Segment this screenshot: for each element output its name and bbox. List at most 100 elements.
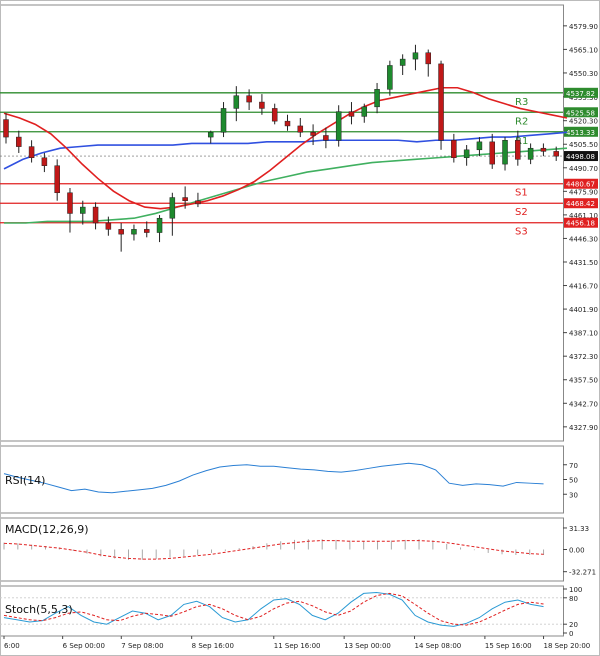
moving-average-blue bbox=[3, 131, 568, 170]
time-tick-label: 8 Sep 16:00 bbox=[192, 642, 234, 650]
time-tick-label: 13 Sep 00:00 bbox=[344, 642, 391, 650]
level-label-s1: S1 bbox=[515, 188, 528, 199]
candle-body bbox=[553, 151, 559, 157]
candle-body bbox=[438, 63, 444, 141]
panel-frame-2 bbox=[0, 517, 564, 582]
price-tick-label: 4505.50 bbox=[569, 141, 598, 149]
level-badge-s1 bbox=[564, 178, 598, 189]
level-badge-r1 bbox=[564, 126, 598, 137]
macd-signal-line bbox=[3, 540, 544, 560]
level-badge-value: 4480.67 bbox=[566, 181, 595, 189]
candle-body bbox=[16, 136, 22, 147]
candle-body bbox=[284, 120, 291, 127]
candle-body bbox=[105, 222, 112, 230]
time-tick-label: 11 Sep 16:00 bbox=[274, 642, 321, 650]
candle-body bbox=[118, 229, 124, 235]
panel-frame-1 bbox=[0, 445, 564, 514]
price-tick-label: 4579.90 bbox=[569, 23, 598, 31]
level-label-s2: S2 bbox=[515, 207, 528, 218]
rsi-tick-label: 50 bbox=[569, 477, 578, 485]
time-tick-label: 6:00 bbox=[4, 642, 20, 650]
candle-body bbox=[425, 52, 431, 65]
level-badge-s2 bbox=[564, 198, 598, 209]
candle-body bbox=[195, 200, 201, 205]
price-tick-label: 4461.10 bbox=[569, 212, 598, 220]
last-price-value: 4498.08 bbox=[566, 153, 595, 161]
last-price-badge bbox=[564, 151, 598, 162]
stoch-tick-label: 80 bbox=[569, 595, 578, 603]
price-tick-label: 4431.50 bbox=[569, 259, 598, 267]
stoch-d-line bbox=[3, 592, 544, 626]
candle-body bbox=[28, 146, 35, 159]
time-tick-label: 14 Sep 08:00 bbox=[415, 642, 462, 650]
candle-body bbox=[41, 157, 48, 166]
time-tick-label: 6 Sep 00:00 bbox=[63, 642, 105, 650]
level-badge-value: 4537.82 bbox=[566, 90, 595, 98]
time-tick-label: 18 Sep 20:00 bbox=[544, 642, 591, 650]
level-badge-r3 bbox=[564, 87, 598, 98]
candle-body bbox=[348, 111, 355, 117]
candle-body bbox=[476, 141, 483, 151]
candle-body bbox=[156, 217, 163, 233]
stoch-label: Stoch(5,5,3) bbox=[5, 603, 73, 616]
candle-body bbox=[259, 101, 265, 109]
rsi-label: RSI(14) bbox=[5, 474, 45, 487]
time-tick-label: 15 Sep 16:00 bbox=[485, 642, 532, 650]
candle-body bbox=[144, 229, 150, 233]
stoch-tick-label: 100 bbox=[569, 586, 582, 594]
candle-body bbox=[527, 147, 534, 160]
price-tick-label: 4327.90 bbox=[569, 424, 598, 432]
price-tick-label: 4401.90 bbox=[569, 306, 598, 314]
candle-body bbox=[207, 132, 214, 138]
candle-body bbox=[540, 147, 547, 152]
candle-body bbox=[297, 125, 304, 133]
candle-body bbox=[131, 229, 137, 235]
stoch-tick-label: 0 bbox=[569, 630, 573, 638]
candle-body bbox=[323, 135, 329, 141]
panel-frame-3 bbox=[0, 585, 564, 637]
stoch-tick-label: 20 bbox=[569, 621, 578, 629]
macd-tick-label: -32.271 bbox=[569, 569, 596, 577]
price-tick-label: 4550.30 bbox=[569, 70, 598, 78]
macd-label: MACD(12,26,9) bbox=[5, 523, 89, 536]
candle-body bbox=[412, 52, 419, 60]
candle-body bbox=[54, 165, 60, 194]
price-tick-label: 4416.70 bbox=[569, 283, 598, 291]
candle-body bbox=[310, 132, 316, 136]
rsi-tick-label: 70 bbox=[569, 462, 578, 470]
candle-body bbox=[182, 197, 188, 201]
candle-body bbox=[515, 140, 521, 160]
level-label-r3: R3 bbox=[515, 97, 528, 108]
price-tick-label: 4520.30 bbox=[569, 118, 598, 126]
candle-body bbox=[361, 106, 368, 117]
price-tick-label: 4475.90 bbox=[569, 188, 598, 196]
moving-average-red bbox=[3, 86, 568, 210]
price-tick-label: 4342.70 bbox=[569, 400, 598, 408]
price-tick-label: 4372.30 bbox=[569, 353, 598, 361]
rsi-line bbox=[3, 462, 544, 494]
candle-body bbox=[67, 192, 73, 214]
macd-tick-label: 0.00 bbox=[569, 547, 585, 555]
price-tick-label: 4446.30 bbox=[569, 235, 598, 243]
candle-body bbox=[502, 140, 508, 165]
stoch-k-line bbox=[3, 592, 544, 627]
candle-body bbox=[489, 141, 495, 165]
candle-body bbox=[220, 108, 227, 133]
level-badge-value: 4513.33 bbox=[566, 129, 595, 137]
time-tick-label: 7 Sep 08:00 bbox=[121, 642, 163, 650]
level-badge-value: 4525.58 bbox=[566, 109, 595, 117]
candle-body bbox=[92, 206, 99, 224]
price-tick-label: 4387.10 bbox=[569, 330, 598, 338]
candle-body bbox=[246, 95, 252, 103]
level-badge-r2 bbox=[564, 107, 598, 118]
price-tick-label: 4535.30 bbox=[569, 94, 598, 102]
price-tick-label: 4490.70 bbox=[569, 165, 598, 173]
candle-body bbox=[399, 58, 406, 66]
level-label-s3: S3 bbox=[515, 227, 528, 238]
level-badge-value: 4468.42 bbox=[566, 200, 595, 208]
macd-tick-label: 31.33 bbox=[569, 525, 589, 533]
candle-body bbox=[451, 140, 457, 159]
candle-body bbox=[169, 197, 176, 219]
price-tick-label: 4357.50 bbox=[569, 377, 598, 385]
